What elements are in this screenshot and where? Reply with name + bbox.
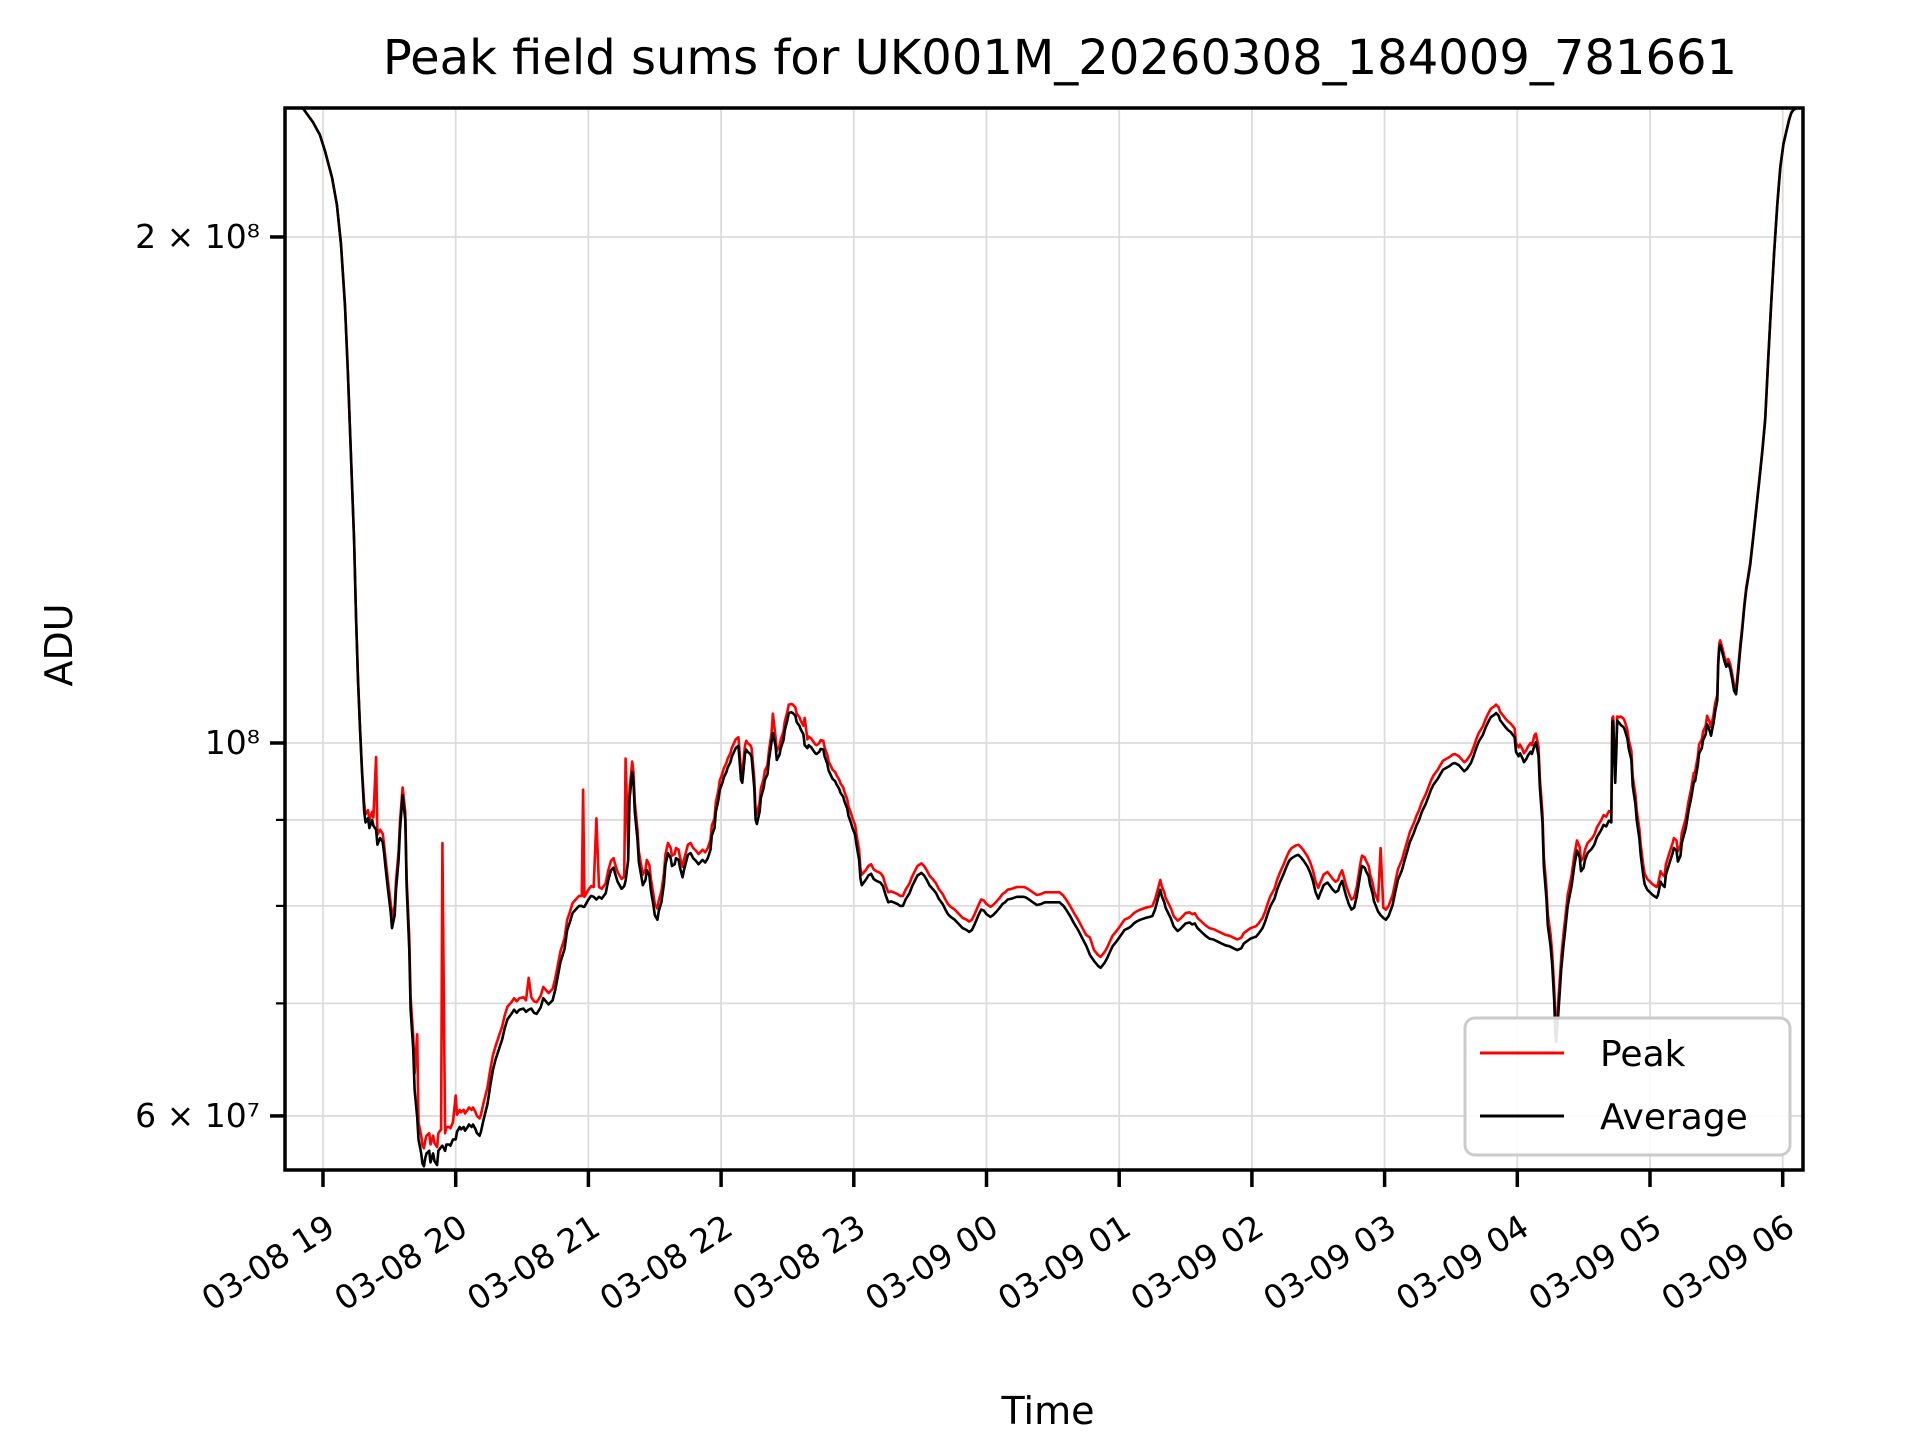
x-tick-label: 03-09 04 bbox=[1389, 1207, 1535, 1319]
x-tick-label: 03-08 22 bbox=[593, 1207, 739, 1319]
x-tick-label: 03-08 23 bbox=[726, 1207, 872, 1319]
x-tick-label: 03-09 05 bbox=[1522, 1207, 1668, 1319]
legend-average-label: Average bbox=[1600, 1097, 1748, 1138]
legend: Peak Average bbox=[1463, 1016, 1792, 1157]
y-tick-label: 2 × 10⁸ bbox=[135, 217, 260, 256]
y-axis-title: ADU bbox=[37, 603, 81, 686]
x-tick-label: 03-09 00 bbox=[858, 1207, 1004, 1319]
x-tick-label: 03-09 01 bbox=[991, 1207, 1137, 1319]
gridlines bbox=[285, 108, 1803, 1170]
chart-title: Peak field sums for UK001M_20260308_1840… bbox=[383, 30, 1737, 86]
y-tick-label: 10⁸ bbox=[205, 723, 260, 762]
x-axis-title: Time bbox=[1001, 1389, 1095, 1433]
x-tick-label: 03-08 19 bbox=[195, 1207, 341, 1319]
x-tick-label: 03-09 06 bbox=[1654, 1207, 1800, 1319]
series bbox=[285, 108, 1803, 1168]
legend-peak-label: Peak bbox=[1600, 1034, 1686, 1075]
x-tick-label: 03-08 20 bbox=[327, 1207, 473, 1319]
x-tick-label: 03-08 21 bbox=[460, 1207, 606, 1319]
x-tick-label: 03-09 02 bbox=[1124, 1207, 1270, 1319]
y-axis-ticks: 2 × 10⁸ 10⁸ 6 × 10⁷ bbox=[135, 217, 285, 1135]
series-peak-line bbox=[285, 108, 1803, 1150]
axes-spines bbox=[283, 106, 1805, 1172]
series-average-line bbox=[285, 108, 1803, 1168]
x-tick-label: 03-09 03 bbox=[1256, 1207, 1402, 1319]
y-tick-label: 6 × 10⁷ bbox=[135, 1096, 260, 1135]
